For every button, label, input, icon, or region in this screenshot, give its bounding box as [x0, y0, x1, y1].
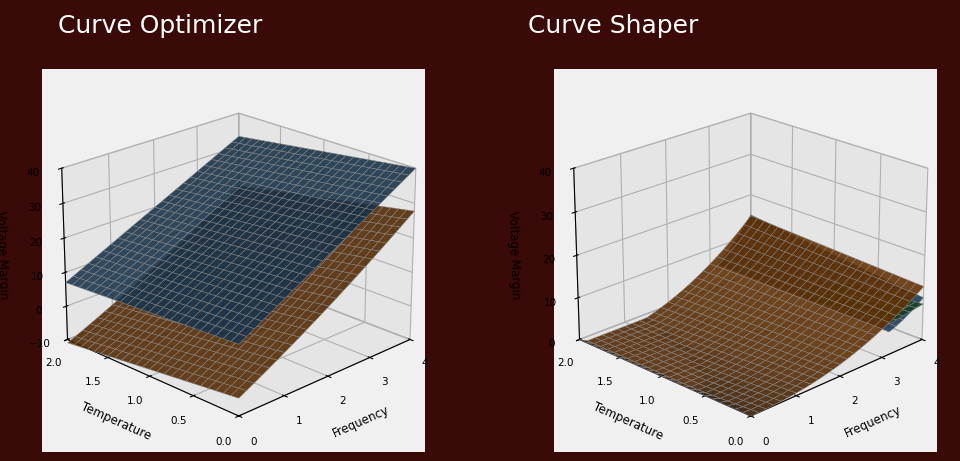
Text: Curve Optimizer: Curve Optimizer [58, 14, 262, 38]
Text: Curve Shaper: Curve Shaper [528, 14, 698, 38]
X-axis label: Frequency: Frequency [843, 403, 903, 440]
Y-axis label: Temperature: Temperature [80, 400, 154, 443]
Y-axis label: Temperature: Temperature [591, 400, 665, 443]
X-axis label: Frequency: Frequency [330, 403, 392, 440]
